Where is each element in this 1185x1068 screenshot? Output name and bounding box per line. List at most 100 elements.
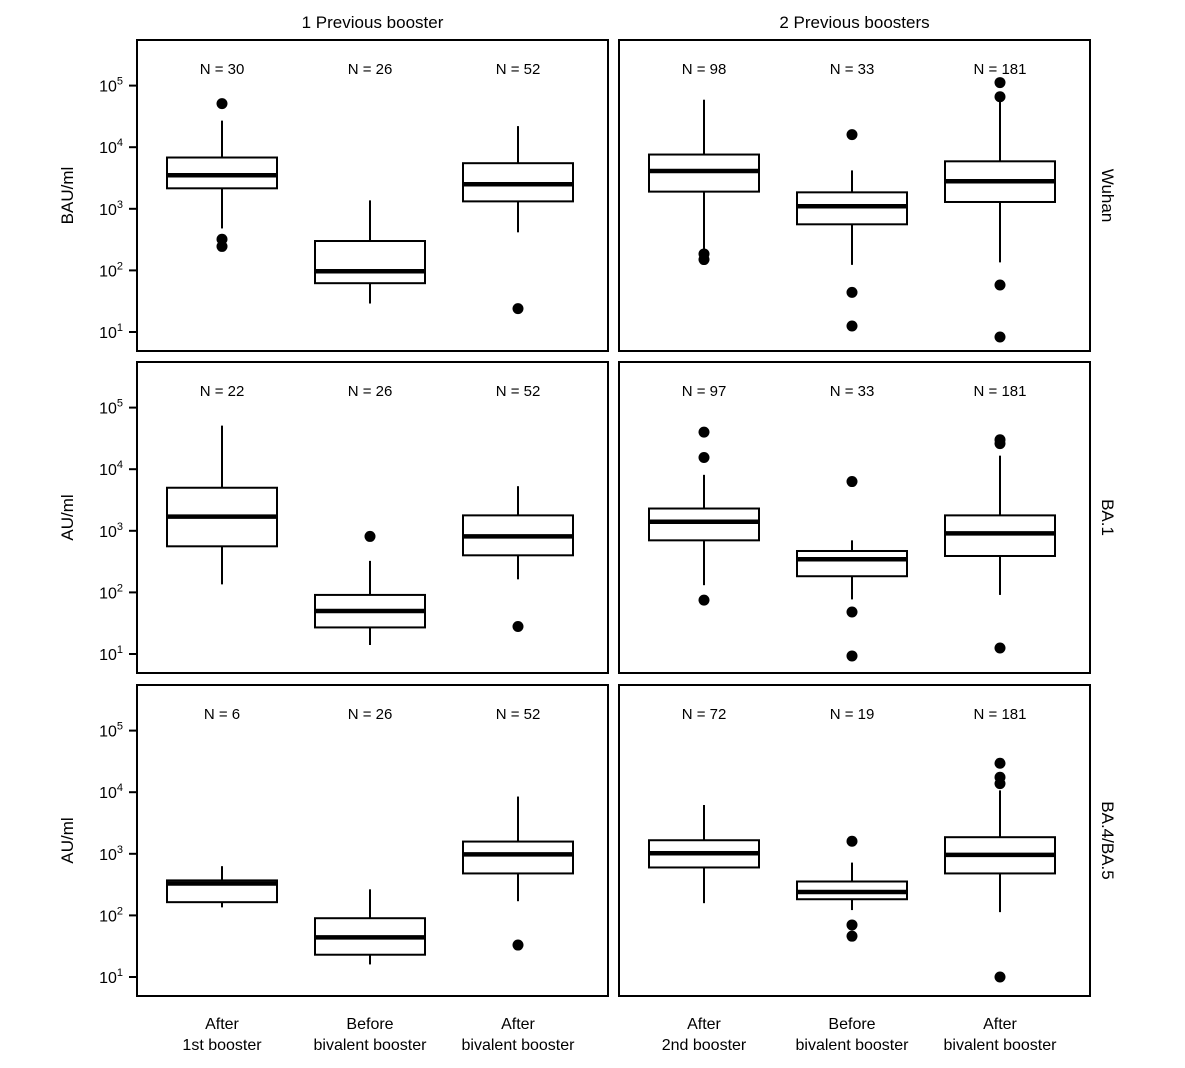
x-category-label: Before bbox=[346, 1016, 393, 1033]
x-category-label: bivalent booster bbox=[314, 1037, 428, 1054]
n-label: N = 52 bbox=[496, 383, 541, 400]
outlier-point bbox=[846, 835, 858, 847]
n-label: N = 72 bbox=[682, 706, 727, 723]
iqr-box bbox=[462, 840, 574, 875]
y-tick-label: 102 bbox=[99, 905, 123, 925]
n-label: N = 52 bbox=[496, 706, 541, 723]
box-group: N = 26 bbox=[314, 706, 426, 965]
row-strip-label: BA.4/BA.5 bbox=[1098, 801, 1117, 879]
panel: BA.4/BA.5 N = 72 After 2nd booster N = 19 Bef… bbox=[618, 684, 1117, 1054]
panel-frame bbox=[136, 684, 609, 997]
n-label: N = 26 bbox=[348, 61, 393, 78]
box-group: N = 52 bbox=[462, 61, 574, 315]
outlier-point bbox=[216, 98, 228, 110]
n-label: N = 30 bbox=[200, 61, 245, 78]
outlier-point bbox=[698, 594, 710, 606]
outlier-point bbox=[994, 91, 1006, 103]
outlier-point bbox=[994, 757, 1006, 769]
outlier-point bbox=[512, 303, 524, 315]
n-label: N = 33 bbox=[830, 61, 875, 78]
box-group: N = 181 bbox=[944, 383, 1056, 654]
box-group: N = 33 bbox=[796, 61, 908, 332]
outlier-point bbox=[698, 426, 710, 438]
n-label: N = 26 bbox=[348, 706, 393, 723]
box-group: N = 181 bbox=[944, 706, 1056, 983]
x-category-label: After bbox=[687, 1016, 721, 1033]
outlier-point bbox=[846, 129, 858, 141]
x-category-label: 1st booster bbox=[182, 1037, 262, 1054]
panel: Wuhan N = 98 N = 33 N = 181 bbox=[618, 39, 1117, 352]
y-tick-label: 101 bbox=[99, 644, 123, 664]
iqr-box bbox=[944, 514, 1056, 557]
box-group: N = 181 bbox=[944, 61, 1056, 343]
outlier-point bbox=[698, 451, 710, 463]
box-group: N = 19 bbox=[796, 706, 908, 942]
iqr-box bbox=[648, 507, 760, 542]
box-group: N = 33 bbox=[796, 383, 908, 662]
outlier-point bbox=[994, 971, 1006, 983]
n-label: N = 19 bbox=[830, 706, 875, 723]
box-group: N = 6 bbox=[166, 706, 278, 908]
outlier-point bbox=[994, 279, 1006, 291]
x-category-label: 2nd booster bbox=[662, 1037, 747, 1054]
panel: 101 102 103 104 105 AU/ml N = 22 N = 26 N = 52 bbox=[58, 361, 609, 674]
x-category-label: bivalent booster bbox=[796, 1037, 910, 1054]
n-label: N = 181 bbox=[974, 383, 1027, 400]
outlier-point bbox=[994, 331, 1006, 343]
y-axis-label: AU/ml bbox=[58, 817, 77, 863]
column-header: 1 Previous booster bbox=[302, 13, 444, 32]
iqr-box bbox=[166, 879, 278, 904]
y-tick-label: 103 bbox=[99, 199, 123, 219]
panel-frame bbox=[618, 39, 1091, 352]
n-label: N = 181 bbox=[974, 706, 1027, 723]
outlier-point bbox=[512, 939, 524, 951]
box-group: N = 72 bbox=[648, 706, 760, 904]
outlier-point bbox=[846, 650, 858, 662]
x-category-label: After bbox=[983, 1016, 1017, 1033]
box-group: N = 52 bbox=[462, 706, 574, 951]
row-strip-label: Wuhan bbox=[1098, 169, 1117, 223]
y-tick-label: 104 bbox=[99, 137, 123, 157]
outlier-point bbox=[994, 642, 1006, 654]
n-label: N = 181 bbox=[974, 61, 1027, 78]
y-tick-label: 102 bbox=[99, 582, 123, 602]
outlier-point bbox=[364, 530, 376, 542]
n-label: N = 98 bbox=[682, 61, 727, 78]
panel: 101 102 103 104 105 BAU/ml N = 30 N = 26 N = 52 bbox=[58, 39, 609, 352]
y-axis-label: BAU/ml bbox=[58, 167, 77, 225]
iqr-box bbox=[166, 156, 278, 190]
outlier-point bbox=[846, 286, 858, 298]
outlier-point bbox=[846, 606, 858, 618]
n-label: N = 26 bbox=[348, 383, 393, 400]
x-category-label: After bbox=[501, 1016, 535, 1033]
outlier-point bbox=[846, 919, 858, 931]
y-tick-label: 101 bbox=[99, 967, 123, 987]
n-label: N = 97 bbox=[682, 383, 727, 400]
panel: 101 102 103 104 105 AU/ml N = 6 After 1st booste… bbox=[58, 684, 609, 1054]
y-tick-label: 103 bbox=[99, 844, 123, 864]
y-tick-label: 103 bbox=[99, 521, 123, 541]
y-axis-label: AU/ml bbox=[58, 494, 77, 540]
y-tick-label: 104 bbox=[99, 782, 123, 802]
n-label: N = 6 bbox=[204, 706, 240, 723]
box-group: N = 26 bbox=[314, 383, 426, 645]
panel-frame bbox=[136, 361, 609, 674]
n-label: N = 52 bbox=[496, 61, 541, 78]
box-group: N = 26 bbox=[314, 61, 426, 304]
n-label: N = 33 bbox=[830, 383, 875, 400]
outlier-point bbox=[512, 620, 524, 632]
box-group: N = 22 bbox=[166, 383, 278, 585]
y-tick-label: 105 bbox=[99, 76, 123, 96]
outlier-point bbox=[846, 320, 858, 332]
y-tick-label: 105 bbox=[99, 398, 123, 418]
outlier-point bbox=[846, 930, 858, 942]
outlier-point bbox=[216, 240, 228, 252]
y-tick-label: 104 bbox=[99, 459, 123, 479]
box-group: N = 98 bbox=[648, 61, 760, 266]
panel-frame bbox=[618, 684, 1091, 997]
x-category-label: bivalent booster bbox=[462, 1037, 576, 1054]
y-tick-label: 102 bbox=[99, 260, 123, 280]
x-category-label: bivalent booster bbox=[944, 1037, 1058, 1054]
box-group: N = 52 bbox=[462, 383, 574, 632]
